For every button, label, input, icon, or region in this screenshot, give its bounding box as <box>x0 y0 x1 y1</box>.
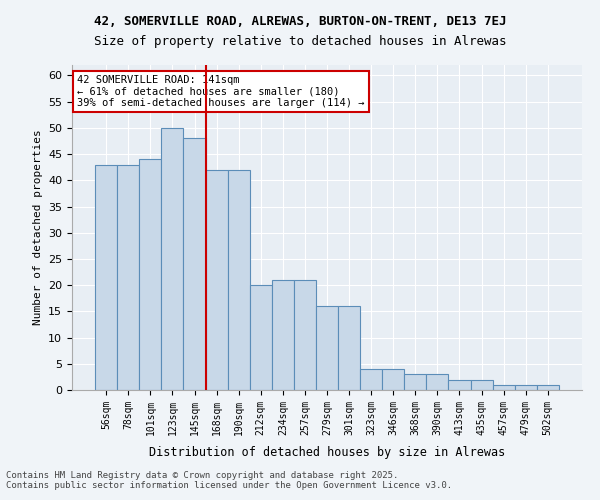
Bar <box>294 280 316 390</box>
Bar <box>161 128 184 390</box>
Bar <box>139 160 161 390</box>
Bar <box>95 164 117 390</box>
Bar <box>117 164 139 390</box>
Bar <box>272 280 294 390</box>
Bar <box>184 138 206 390</box>
Bar <box>470 380 493 390</box>
Bar <box>227 170 250 390</box>
Text: 42 SOMERVILLE ROAD: 141sqm
← 61% of detached houses are smaller (180)
39% of sem: 42 SOMERVILLE ROAD: 141sqm ← 61% of deta… <box>77 74 365 108</box>
Bar <box>448 380 470 390</box>
Y-axis label: Number of detached properties: Number of detached properties <box>32 130 43 326</box>
X-axis label: Distribution of detached houses by size in Alrewas: Distribution of detached houses by size … <box>149 446 505 459</box>
Bar <box>404 374 427 390</box>
Bar <box>382 369 404 390</box>
Bar <box>537 385 559 390</box>
Bar <box>316 306 338 390</box>
Bar <box>360 369 382 390</box>
Text: Size of property relative to detached houses in Alrewas: Size of property relative to detached ho… <box>94 35 506 48</box>
Bar <box>493 385 515 390</box>
Bar <box>206 170 227 390</box>
Bar <box>427 374 448 390</box>
Bar <box>338 306 360 390</box>
Bar <box>250 285 272 390</box>
Text: Contains HM Land Registry data © Crown copyright and database right 2025.
Contai: Contains HM Land Registry data © Crown c… <box>6 470 452 490</box>
Bar <box>515 385 537 390</box>
Text: 42, SOMERVILLE ROAD, ALREWAS, BURTON-ON-TRENT, DE13 7EJ: 42, SOMERVILLE ROAD, ALREWAS, BURTON-ON-… <box>94 15 506 28</box>
